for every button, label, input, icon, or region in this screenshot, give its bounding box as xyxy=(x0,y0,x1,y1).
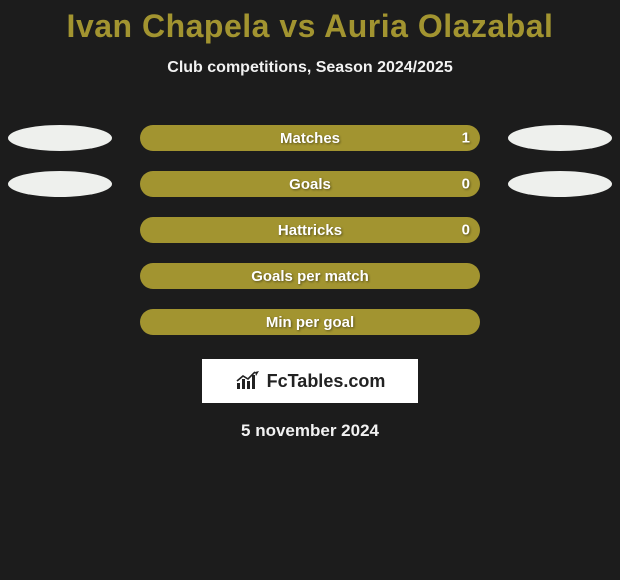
stat-row: 0 Hattricks xyxy=(0,207,620,253)
stat-bar: Min per goal xyxy=(140,309,480,335)
right-ellipse xyxy=(508,125,612,151)
comparison-rows: 1 Matches 0 Goals 0 Hattricks Goals per match M… xyxy=(0,115,620,345)
stat-label: Goals per match xyxy=(251,268,369,285)
stat-label: Hattricks xyxy=(278,222,342,239)
chart-icon xyxy=(235,371,261,391)
stat-row: 0 Goals xyxy=(0,161,620,207)
page-title: Ivan Chapela vs Auria Olazabal xyxy=(0,0,620,45)
stat-row: 1 Matches xyxy=(0,115,620,161)
stat-value-right: 0 xyxy=(462,222,470,239)
subtitle: Club competitions, Season 2024/2025 xyxy=(0,59,620,77)
left-ellipse xyxy=(8,125,112,151)
left-ellipse xyxy=(8,171,112,197)
stat-label: Min per goal xyxy=(266,314,354,331)
stat-bar: 0 Hattricks xyxy=(140,217,480,243)
stat-bar: Goals per match xyxy=(140,263,480,289)
right-ellipse xyxy=(508,171,612,197)
date-label: 5 november 2024 xyxy=(0,421,620,441)
stat-value-right: 1 xyxy=(462,130,470,147)
stat-label: Goals xyxy=(289,176,331,193)
stat-label: Matches xyxy=(280,130,340,147)
stat-value-right: 0 xyxy=(462,176,470,193)
stat-bar: 1 Matches xyxy=(140,125,480,151)
stat-bar: 0 Goals xyxy=(140,171,480,197)
logo-text: FcTables.com xyxy=(267,371,386,392)
stat-row: Goals per match xyxy=(0,253,620,299)
stat-row: Min per goal xyxy=(0,299,620,345)
logo-box: FcTables.com xyxy=(202,359,418,403)
